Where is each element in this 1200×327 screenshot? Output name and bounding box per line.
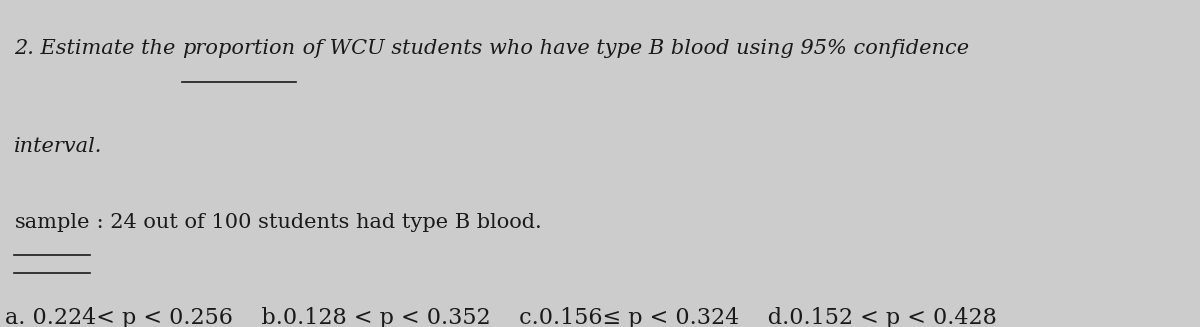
Text: proportion: proportion bbox=[182, 39, 295, 58]
Text: a. 0.224< p < 0.256    b.0.128 < p < 0.352    c.0.156≤ p < 0.324    d.0.152 < p : a. 0.224< p < 0.256 b.0.128 < p < 0.352 … bbox=[5, 307, 997, 327]
Text: of WCU students who have type B blood using 95% confidence: of WCU students who have type B blood us… bbox=[295, 39, 968, 58]
Text: interval.: interval. bbox=[14, 137, 103, 156]
Text: : 24 out of 100 students had type B blood.: : 24 out of 100 students had type B bloo… bbox=[90, 213, 541, 232]
Text: sample: sample bbox=[14, 213, 90, 232]
Text: 2. Estimate the: 2. Estimate the bbox=[14, 39, 182, 58]
